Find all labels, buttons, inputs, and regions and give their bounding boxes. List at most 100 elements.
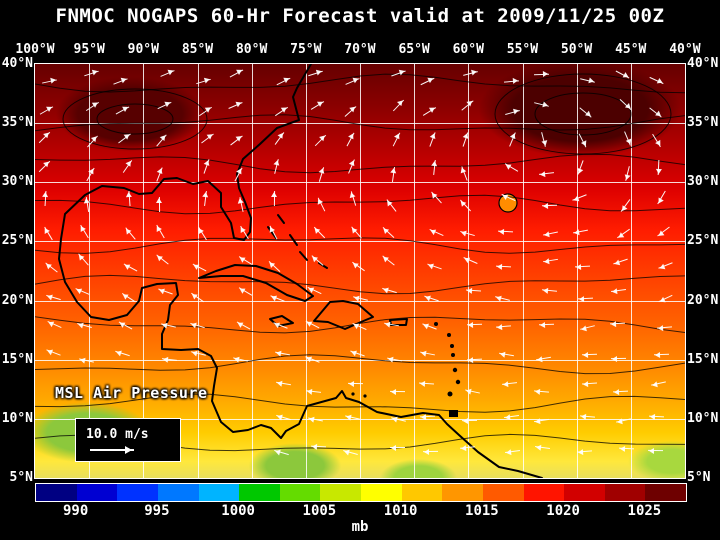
wind-vector-arrow-icon: [462, 132, 469, 147]
wind-vector-arrow-icon: [39, 106, 54, 115]
wind-vector-arrow-icon: [203, 190, 207, 206]
wind-vector-arrow-icon: [86, 101, 100, 111]
wind-vector-arrow-icon: [422, 107, 437, 117]
colorbar-tick-labels: 990 995 1000 1005 1010 1015 1020 1025: [35, 503, 685, 519]
wind-vector-arrow-icon: [44, 226, 53, 241]
isobar-line: [35, 194, 685, 215]
wind-vector-arrow-icon: [228, 102, 243, 110]
wind-vector-arrow-icon: [461, 166, 468, 181]
wind-reference-arrow-icon: [90, 446, 134, 454]
coastline-cuba: [198, 264, 314, 302]
wind-vector-arrow-icon: [307, 287, 322, 295]
grid-line-meridian: [360, 64, 361, 478]
latitude-label: 20°N: [1, 292, 33, 308]
wind-vector-arrow-icon: [651, 381, 666, 386]
latitude-label: 15°N: [687, 351, 719, 367]
colorbar-segment: [157, 484, 199, 501]
wind-vector-arrow-icon: [504, 415, 519, 419]
wind-vector-arrow-icon: [344, 106, 357, 117]
wind-vector-arrow-icon: [118, 321, 133, 330]
wind-vector-arrow-icon: [350, 190, 356, 206]
colorbar-tick-label: 995: [144, 503, 170, 519]
wind-vector-arrow-icon: [390, 446, 406, 448]
wind-vector-arrow-icon: [460, 199, 472, 212]
wind-vector-arrow-icon: [653, 353, 669, 356]
lesser-antilles-islands: [351, 322, 461, 417]
colorbar-tick-label: 1010: [383, 503, 418, 519]
grid-line-parallel: [35, 241, 685, 243]
wind-vector-arrow-icon: [156, 134, 167, 147]
wind-vector-arrow-icon: [317, 197, 326, 212]
latitude-axis-left: 40°N 35°N 30°N 25°N 20°N 15°N 10°N 5°N: [0, 54, 33, 488]
wind-vector-arrow-icon: [658, 262, 673, 270]
wind-vector-arrow-icon: [39, 132, 51, 144]
wind-vector-arrow-icon: [433, 159, 437, 175]
colorbar: [35, 483, 687, 502]
wind-vector-arrow-icon: [615, 70, 630, 79]
colorbar-segment: [239, 484, 280, 501]
wind-vector-arrow-icon: [496, 265, 512, 268]
wind-vector-arrow-icon: [430, 191, 442, 204]
wind-vector-arrow-icon: [541, 204, 557, 207]
coastline-north-central-south-america: [58, 64, 543, 478]
grid-line-meridian: [305, 64, 307, 478]
wind-vector-arrow-icon: [311, 254, 324, 266]
wind-vector-arrow-icon: [128, 191, 131, 207]
colorbar-tick-label: 1015: [465, 503, 499, 519]
latitude-label: 40°N: [687, 56, 719, 71]
wind-vector-arrow-icon: [498, 352, 514, 356]
field-label: MSL Air Pressure: [55, 384, 208, 402]
wind-vector-arrow-icon: [85, 196, 90, 212]
wind-vector-arrow-icon: [275, 414, 291, 421]
wind-vector-arrow-icon: [113, 78, 129, 85]
wind-vector-arrow-icon: [274, 132, 284, 146]
longitude-label: 60°W: [452, 42, 484, 57]
wind-vector-arrow-icon: [541, 289, 557, 292]
isobar-line: [35, 354, 685, 375]
wind-vector-arrow-icon: [347, 382, 363, 385]
wind-vector-arrow-icon: [658, 294, 673, 303]
wind-vector-arrow-icon: [615, 418, 631, 423]
wind-vector-arrow-icon: [275, 351, 290, 356]
colorbar-segment: [198, 484, 240, 501]
wind-vector-arrow-icon: [382, 255, 395, 266]
wind-vector-arrow-icon: [44, 191, 47, 207]
wind-vector-arrow-icon: [534, 102, 550, 108]
colorbar-segment: [279, 484, 321, 501]
wind-vector-arrow-icon: [543, 259, 559, 263]
wind-vector-arrow-icon: [80, 224, 90, 239]
wind-vector-arrow-icon: [616, 229, 630, 239]
wind-vector-arrow-icon: [158, 196, 160, 213]
wind-vector-arrow-icon: [392, 132, 401, 147]
colorbar-tick-label: 1020: [546, 503, 580, 519]
colorbar-segment: [442, 484, 483, 501]
grid-line-meridian: [630, 64, 632, 478]
wind-vector-arrow-icon: [343, 449, 358, 455]
isobar-line: [35, 274, 685, 295]
wind-vector-arrow-icon: [123, 263, 138, 272]
wind-vector-arrow-icon: [272, 322, 288, 330]
latitude-label: 35°N: [687, 115, 719, 131]
grid-line-meridian: [197, 64, 199, 478]
latitude-label: 15°N: [1, 351, 33, 367]
wind-vector-arrow-icon: [651, 133, 661, 148]
longitude-label: 55°W: [506, 42, 539, 57]
longitude-label: 45°W: [615, 42, 647, 57]
wind-vector-arrow-icon: [345, 77, 360, 85]
wind-vector-arrow-icon: [623, 131, 631, 146]
latitude-label: 10°N: [1, 410, 33, 426]
wind-vector-arrow-icon: [536, 357, 552, 361]
longitude-label: 100°W: [15, 42, 55, 57]
wind-vector-arrow-icon: [269, 225, 278, 240]
wind-vector-arrow-icon: [383, 227, 395, 239]
wind-vector-arrow-icon: [304, 356, 320, 363]
wind-reference-legend: 10.0 m/s: [75, 418, 181, 462]
wind-vector-arrow-icon: [121, 293, 135, 303]
wind-vector-arrow-icon: [352, 322, 367, 330]
wind-vector-arrow-icon: [495, 296, 511, 301]
wind-vector-arrow-icon: [122, 160, 132, 174]
wind-vector-arrow-icon: [86, 135, 98, 147]
latitude-label: 30°N: [687, 174, 719, 190]
wind-vector-arrow-icon: [504, 163, 518, 172]
wind-vector-arrow-icon: [156, 167, 163, 182]
